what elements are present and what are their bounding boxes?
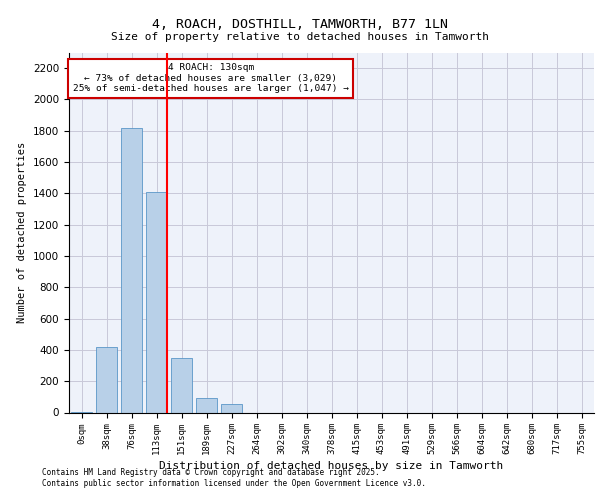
Bar <box>171 358 192 412</box>
Bar <box>196 398 217 412</box>
Y-axis label: Number of detached properties: Number of detached properties <box>17 142 28 323</box>
Bar <box>221 404 242 412</box>
Text: 4, ROACH, DOSTHILL, TAMWORTH, B77 1LN: 4, ROACH, DOSTHILL, TAMWORTH, B77 1LN <box>152 18 448 30</box>
Bar <box>96 347 117 412</box>
Bar <box>146 192 167 412</box>
Text: 4 ROACH: 130sqm
← 73% of detached houses are smaller (3,029)
25% of semi-detache: 4 ROACH: 130sqm ← 73% of detached houses… <box>73 64 349 93</box>
Bar <box>121 128 142 412</box>
Text: Contains HM Land Registry data © Crown copyright and database right 2025.
Contai: Contains HM Land Registry data © Crown c… <box>42 468 426 487</box>
Text: Size of property relative to detached houses in Tamworth: Size of property relative to detached ho… <box>111 32 489 42</box>
X-axis label: Distribution of detached houses by size in Tamworth: Distribution of detached houses by size … <box>160 462 503 471</box>
